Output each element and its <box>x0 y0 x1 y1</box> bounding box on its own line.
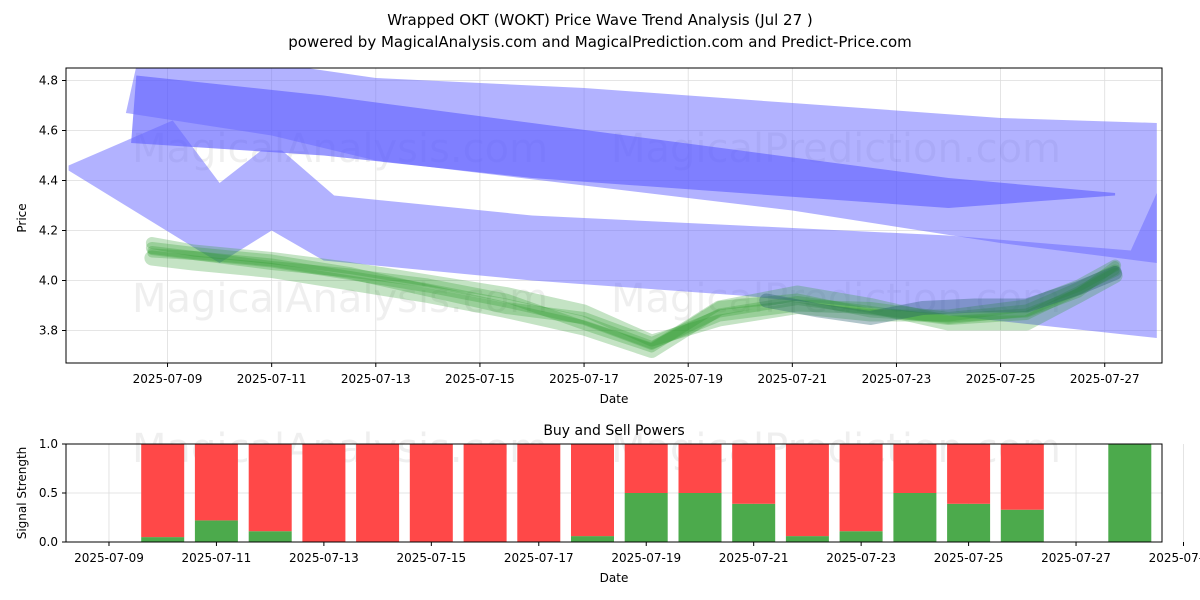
sell-bar <box>356 444 400 542</box>
sell-bar <box>517 444 561 542</box>
buy-bar <box>893 493 937 542</box>
top-y-tick-label: 3.8 <box>39 324 58 338</box>
series-wave-5 <box>145 242 1122 349</box>
bottom-x-tick-label: 2025-07-17 <box>504 551 574 565</box>
top-x-tick-label: 2025-07-11 <box>237 372 307 386</box>
sell-bar <box>732 444 776 504</box>
top-x-tick-label: 2025-07-17 <box>549 372 619 386</box>
bottom-y-axis-label: Signal Strength <box>15 447 29 540</box>
top-plot-frame <box>65 67 1163 364</box>
buy-sell-title: Buy and Sell Powers <box>543 423 684 439</box>
sell-bar <box>624 444 668 493</box>
buy-bar <box>678 493 722 542</box>
buy-bar <box>624 493 668 542</box>
top-x-tick-label: 2025-07-15 <box>445 372 515 386</box>
top-y-axis-label: Price <box>15 203 29 232</box>
series-wave-4 <box>147 248 1120 353</box>
bottom-x-tick-label: 2025-07-15 <box>396 551 466 565</box>
series-wave-1 <box>147 246 1120 350</box>
bottom-x-tick-label: 2025-07-19 <box>611 551 681 565</box>
top-x-tick-label: 2025-07-23 <box>862 372 932 386</box>
buy-bar <box>732 503 776 542</box>
buy-bar <box>785 536 829 542</box>
top-x-tick-label: 2025-07-19 <box>653 372 723 386</box>
sell-bar <box>194 444 238 521</box>
bottom-x-tick-label: 2025-07-11 <box>182 551 252 565</box>
bottom-x-axis-label: Date <box>600 571 629 585</box>
buy-bar <box>194 520 238 542</box>
sell-bar <box>1000 444 1044 510</box>
watermark-analysis: MagicalAnalysis.com <box>132 276 548 322</box>
bottom-x-tick-label: 2025-07-27 <box>1041 551 1111 565</box>
sell-bar <box>839 444 883 532</box>
top-y-tick-label: 4.4 <box>39 174 58 188</box>
bottom-x-tick-label: 2025-07-29 <box>1149 551 1200 565</box>
buy-bar <box>1108 444 1152 542</box>
buy-bar <box>248 531 292 542</box>
buy-bar <box>839 531 883 542</box>
band-middle <box>68 120 1157 338</box>
sell-bar <box>141 444 185 538</box>
price-wave-plot: MagicalAnalysis.comMagicalPrediction.com… <box>39 67 1163 386</box>
sell-bar <box>463 444 507 542</box>
top-y-tick-label: 4.8 <box>39 74 58 88</box>
sell-bar <box>409 444 453 542</box>
bottom-y-tick-label: 1.0 <box>39 437 58 451</box>
buy-bar <box>1000 509 1044 542</box>
top-x-tick-label: 2025-07-27 <box>1070 372 1140 386</box>
band-upper <box>125 68 1157 263</box>
bottom-x-tick-label: 2025-07-25 <box>934 551 1004 565</box>
sell-bar <box>302 444 346 542</box>
bottom-y-tick-label: 0.5 <box>39 486 58 500</box>
top-x-tick-label: 2025-07-21 <box>757 372 827 386</box>
top-x-tick-label: 2025-07-25 <box>966 372 1036 386</box>
top-x-tick-label: 2025-07-09 <box>133 372 203 386</box>
sell-bar <box>947 444 991 504</box>
bottom-x-tick-label: 2025-07-09 <box>74 551 144 565</box>
bottom-x-tick-label: 2025-07-23 <box>826 551 896 565</box>
bottom-x-tick-label: 2025-07-21 <box>719 551 789 565</box>
buy-bar <box>947 503 991 542</box>
top-y-tick-label: 4.0 <box>39 274 58 288</box>
sell-bar <box>678 444 722 493</box>
top-y-tick-label: 4.6 <box>39 124 58 138</box>
chart-subtitle: powered by MagicalAnalysis.com and Magic… <box>288 33 912 51</box>
chart-title: Wrapped OKT (WOKT) Price Wave Trend Anal… <box>387 11 813 29</box>
bottom-x-tick-label: 2025-07-13 <box>289 551 359 565</box>
top-x-axis-label: Date <box>600 392 629 406</box>
sell-bar <box>248 444 292 532</box>
top-x-tick-label: 2025-07-13 <box>341 372 411 386</box>
series-wave-3 <box>144 250 1123 358</box>
buy-bar <box>141 537 185 542</box>
buy-bar <box>571 536 614 542</box>
bottom-y-tick-label: 0.0 <box>39 535 58 549</box>
top-y-tick-label: 4.2 <box>39 224 58 238</box>
sell-bar <box>893 444 937 493</box>
sell-bar <box>571 444 614 537</box>
buy-sell-plot: MagicalAnalysis.comMagicalPrediction.com… <box>39 426 1200 565</box>
sell-bar <box>785 444 829 537</box>
series-dark-overlay <box>759 266 1123 325</box>
series-wave-2 <box>145 237 1122 347</box>
